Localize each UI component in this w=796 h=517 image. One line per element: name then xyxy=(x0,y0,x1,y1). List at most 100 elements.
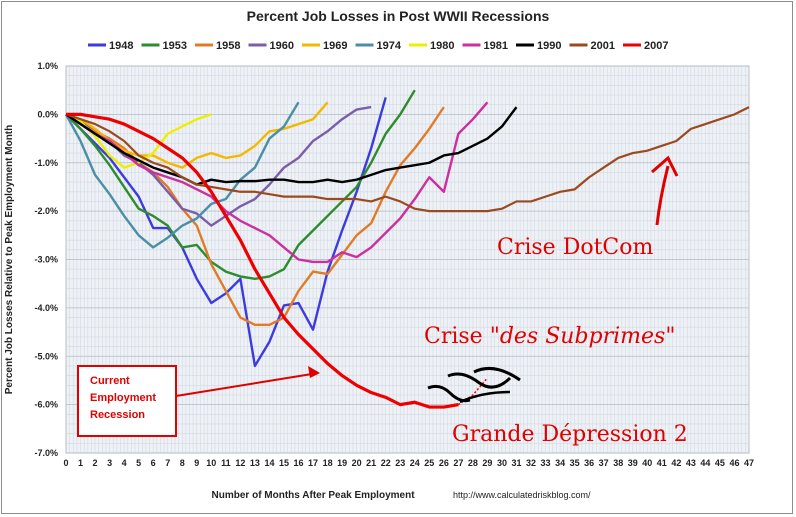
legend-label: 1974 xyxy=(377,40,402,52)
x-tick-label: 22 xyxy=(381,458,391,468)
x-tick-label: 29 xyxy=(482,458,492,468)
x-tick-label: 2 xyxy=(93,458,98,468)
dotcom-arrowhead xyxy=(651,155,679,177)
callout-text: Employment xyxy=(90,392,156,404)
x-tick-label: 41 xyxy=(657,458,667,468)
legend-label: 1990 xyxy=(537,40,561,52)
annotation-dotcom: Crise DotCom xyxy=(497,235,653,260)
series-line-1953 xyxy=(65,89,416,281)
x-tick-label: 44 xyxy=(700,458,710,468)
y-tick-label: 0.0% xyxy=(37,109,58,119)
series-line-1981 xyxy=(65,101,489,264)
x-tick-label: 14 xyxy=(264,458,274,468)
series-line-1990 xyxy=(65,106,518,186)
callout-text: Recession xyxy=(90,409,145,421)
x-tick-label: 32 xyxy=(526,458,536,468)
annotation-subprimes-italic: "des Subprimes" xyxy=(490,324,676,349)
x-tick-label: 10 xyxy=(206,458,216,468)
x-tick-label: 18 xyxy=(323,458,333,468)
y-tick-label: -3.0% xyxy=(34,255,58,265)
legend-label: 1953 xyxy=(163,40,187,52)
chart-title: Percent Job Losses in Post WWII Recessio… xyxy=(246,8,550,24)
x-tick-label: 24 xyxy=(410,458,420,468)
annotation-depression: Grande Dépression 2 xyxy=(452,422,688,447)
dotcom-arrow xyxy=(651,155,679,226)
y-tick-label: -7.0% xyxy=(34,448,58,458)
x-tick-label: 27 xyxy=(453,458,463,468)
x-tick-label: 0 xyxy=(63,458,68,468)
x-tick-label: 26 xyxy=(439,458,449,468)
x-tick-label: 11 xyxy=(221,458,231,468)
x-tick-label: 16 xyxy=(294,458,304,468)
callout-arrow-line xyxy=(175,372,319,397)
scribble-marks xyxy=(427,366,521,404)
x-tick-label: 15 xyxy=(279,458,289,468)
x-tick-label: 35 xyxy=(570,458,580,468)
legend-label: 1980 xyxy=(430,40,454,52)
callout: Current Employment Recession xyxy=(77,365,320,437)
legend-label: 1960 xyxy=(270,40,294,52)
x-tick-label: 30 xyxy=(497,458,507,468)
callout-box xyxy=(77,365,177,437)
x-tick-label: 5 xyxy=(136,458,141,468)
x-tick-label: 31 xyxy=(511,458,521,468)
x-tick-label: 19 xyxy=(337,458,347,468)
x-tick-label: 1 xyxy=(78,458,83,468)
y-tick-label: -4.0% xyxy=(34,303,58,313)
x-tick-label: 34 xyxy=(555,458,565,468)
callout-arrowhead xyxy=(308,366,320,378)
x-tick-label: 36 xyxy=(584,458,594,468)
annotation-subprimes: Crise "des Subprimes" xyxy=(424,324,675,349)
y-tick-label: -5.0% xyxy=(34,351,58,361)
x-tick-label: 38 xyxy=(613,458,623,468)
y-tick-label: -2.0% xyxy=(34,206,58,216)
x-tick-label: 39 xyxy=(628,458,638,468)
scribble-mark xyxy=(459,390,511,404)
x-tick-label: 17 xyxy=(308,458,318,468)
x-tick-label: 25 xyxy=(424,458,434,468)
x-tick-label: 12 xyxy=(235,458,245,468)
series-lines xyxy=(64,89,750,409)
x-tick-label: 33 xyxy=(541,458,551,468)
y-tick-label: -6.0% xyxy=(34,400,58,410)
x-tick-label: 4 xyxy=(122,458,127,468)
x-tick-label: 40 xyxy=(642,458,652,468)
y-axis-title: Percent Job Losses Relative to Peak Empl… xyxy=(4,125,15,395)
annotation-subprimes-prefix: Crise xyxy=(424,324,490,349)
x-axis-title: Number of Months After Peak Employment xyxy=(212,490,416,501)
x-tick-label: 21 xyxy=(366,458,376,468)
source-url: http://www.calculatedriskblog.com/ xyxy=(453,490,591,500)
grid-lines xyxy=(65,65,750,454)
x-tick-label: 45 xyxy=(715,458,725,468)
legend-label: 1948 xyxy=(109,40,133,52)
callout-text: Current xyxy=(90,375,130,387)
series-line-1974 xyxy=(64,101,300,249)
x-tick-label: 13 xyxy=(250,458,260,468)
x-tick-label: 46 xyxy=(729,458,739,468)
scribble-mark xyxy=(473,366,521,382)
scribble-mark xyxy=(447,372,512,389)
x-tick-label: 42 xyxy=(671,458,681,468)
legend-label: 1958 xyxy=(216,40,240,52)
x-tick-label: 28 xyxy=(468,458,478,468)
legend: 1948 1953 1958 1960 1969 1974 1980 1981 1990 2001… xyxy=(88,40,668,52)
y-tick-label: -1.0% xyxy=(34,158,58,168)
x-tick-label: 37 xyxy=(599,458,609,468)
x-tick-label: 3 xyxy=(107,458,112,468)
series-line-2001 xyxy=(65,106,750,213)
legend-label: 2007 xyxy=(644,40,668,52)
x-tick-label: 6 xyxy=(151,458,156,468)
legend-label: 1969 xyxy=(323,40,347,52)
x-tick-label: 7 xyxy=(165,458,170,468)
x-tick-label: 9 xyxy=(194,458,199,468)
x-tick-label: 23 xyxy=(395,458,405,468)
legend-label: 1981 xyxy=(484,40,508,52)
x-tick-label: 43 xyxy=(686,458,696,468)
x-tick-label: 47 xyxy=(744,458,754,468)
dotcom-arrow-line xyxy=(655,165,670,226)
x-tick-label: 20 xyxy=(352,458,362,468)
series-line-2007 xyxy=(66,112,459,409)
legend-label: 2001 xyxy=(591,40,615,52)
